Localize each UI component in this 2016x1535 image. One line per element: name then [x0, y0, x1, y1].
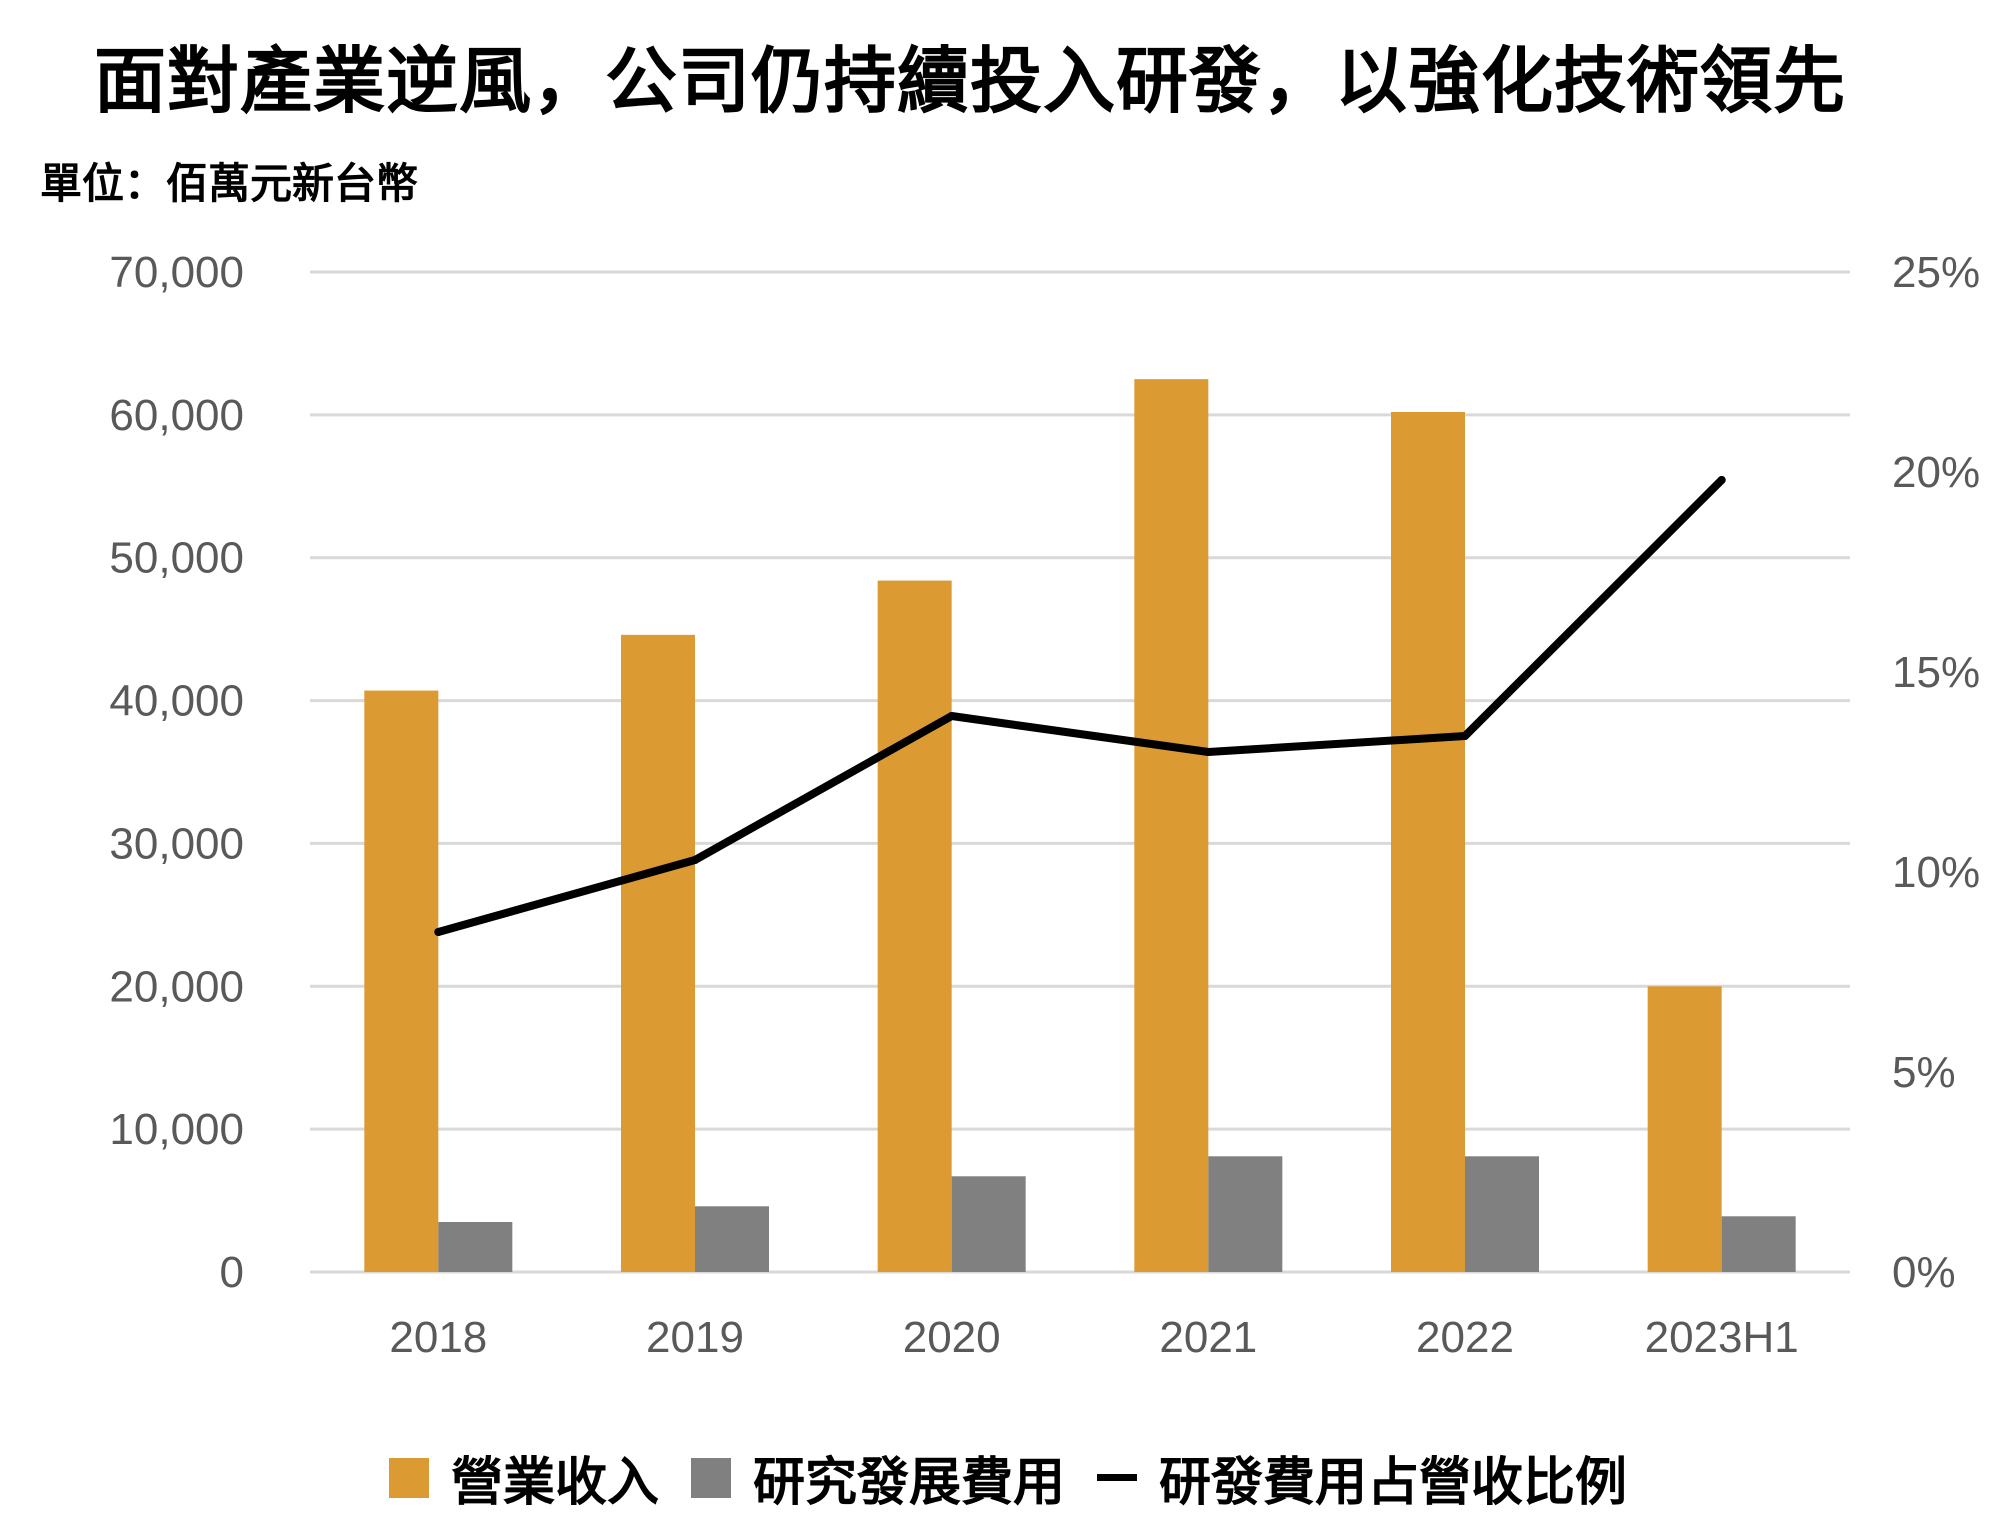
bar-revenue	[1647, 986, 1722, 1272]
y-left-tick-label: 60,000	[109, 391, 244, 440]
y-left-tick-label: 40,000	[109, 677, 244, 726]
legend-item-rd-expense: 研究發展費用	[690, 1440, 1065, 1515]
chart-legend: 營業收入 研究發展費用 研發費用占營收比例	[0, 1440, 2016, 1515]
bar-rd-expense	[695, 1206, 769, 1272]
y-left-tick-label: 20,000	[109, 962, 244, 1011]
y-left-tick-label: 70,000	[109, 248, 244, 297]
legend-label-rd-expense: 研究發展費用	[752, 1453, 1065, 1513]
legend-item-rd-ratio: 研發費用占營收比例	[1097, 1440, 1627, 1515]
legend-item-revenue: 營業收入	[388, 1440, 659, 1515]
legend-label-rd-ratio: 研發費用占營收比例	[1159, 1453, 1628, 1513]
line-point-rd-ratio	[1461, 732, 1469, 740]
x-tick-label: 2020	[903, 1313, 1001, 1362]
legend-swatch-rd-expense	[690, 1457, 731, 1498]
y-left-tick-label: 30,000	[109, 819, 244, 868]
x-tick-label: 2022	[1416, 1313, 1514, 1362]
y-left-tick-label: 0	[220, 1248, 244, 1297]
y-right-tick-label: 20%	[1892, 448, 1980, 497]
line-point-rd-ratio	[947, 712, 956, 720]
unit-label: 單位：佰萬元新台幣	[40, 159, 419, 208]
bar-revenue	[364, 690, 439, 1272]
y-left-tick-label: 10,000	[109, 1105, 244, 1154]
y-right-tick-label: 5%	[1892, 1048, 1956, 1097]
line-point-rd-ratio	[434, 928, 443, 936]
bar-revenue	[1391, 412, 1465, 1272]
line-point-rd-ratio	[1204, 748, 1213, 756]
x-tick-label: 2021	[1159, 1313, 1257, 1362]
bar-rd-expense	[438, 1222, 513, 1272]
bar-rd-expense	[1208, 1156, 1283, 1272]
bar-rd-expense	[1465, 1156, 1539, 1272]
bar-rd-expense	[1721, 1216, 1796, 1272]
y-right-tick-label: 25%	[1892, 248, 1980, 297]
bar-revenue	[621, 634, 695, 1272]
x-tick-label: 2019	[646, 1313, 744, 1362]
chart-title: 面對產業逆風，公司仍持續投入研發，以強化技術領先	[93, 39, 1846, 123]
bar-revenue	[877, 580, 952, 1272]
line-point-rd-ratio	[691, 856, 699, 864]
bar-rd-expense	[951, 1176, 1026, 1272]
legend-swatch-revenue	[388, 1457, 429, 1498]
y-left-tick-label: 50,000	[109, 534, 244, 583]
y-right-tick-label: 10%	[1892, 848, 1980, 897]
line-point-rd-ratio	[1717, 476, 1726, 484]
chart-plot: 0 10,000 20,000 30,000 40,000 50,000 60,000 70,…	[109, 248, 1980, 1362]
y-right-tick-label: 15%	[1892, 648, 1980, 697]
legend-label-revenue: 營業收入	[450, 1453, 659, 1513]
y-right-tick-label: 0%	[1892, 1248, 1956, 1297]
x-tick-label: 2023H1	[1645, 1313, 1799, 1362]
legend-line-rd-ratio	[1097, 1474, 1137, 1481]
x-tick-label: 2018	[389, 1313, 487, 1362]
bar-revenue	[1134, 379, 1209, 1273]
line-rd-ratio	[434, 476, 1726, 936]
